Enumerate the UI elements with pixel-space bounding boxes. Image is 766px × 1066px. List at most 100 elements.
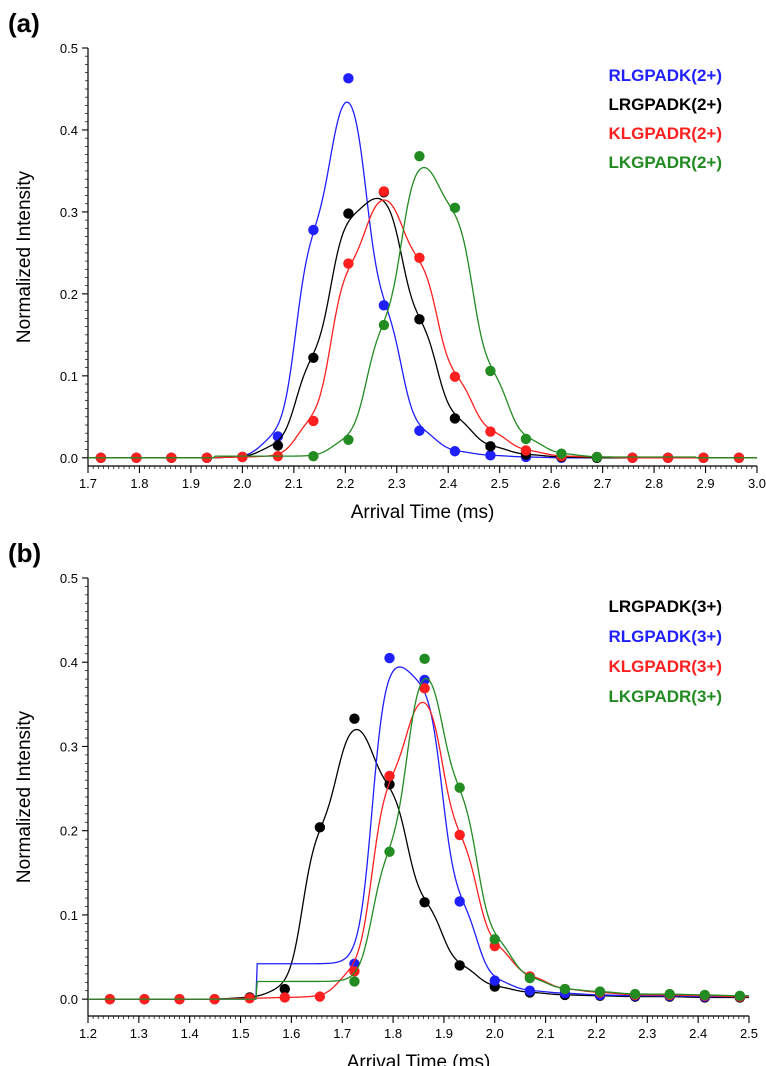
data-point: [419, 683, 430, 694]
panel-label: (b): [8, 538, 41, 568]
panel-label: (a): [8, 8, 40, 38]
data-point: [343, 434, 354, 445]
data-point: [414, 150, 425, 162]
data-point: [378, 300, 390, 311]
legend-entry: LRGPADK(3+): [609, 597, 723, 616]
y-tick-label: 0.5: [60, 41, 78, 56]
y-tick-label: 0.0: [60, 992, 78, 1007]
y-axis-title: Normalized Intensity: [14, 170, 35, 343]
x-tick-label: 1.8: [130, 476, 148, 491]
x-tick-label: 1.2: [79, 1026, 97, 1041]
series-LRGPADK(3+): [88, 713, 749, 1005]
x-tick-label: 1.4: [181, 1026, 199, 1041]
series-KLGPADR(2+): [88, 186, 757, 464]
x-tick-label: 2.5: [740, 1026, 758, 1041]
data-point: [414, 425, 425, 436]
data-point: [314, 991, 326, 1002]
x-tick-label: 2.5: [491, 476, 509, 491]
data-point: [594, 986, 606, 997]
y-tick-label: 0.3: [60, 205, 78, 220]
y-tick-label: 0.2: [60, 287, 78, 302]
data-point: [378, 186, 390, 197]
legend-entry: KLGPADR(2+): [609, 124, 723, 143]
data-point: [485, 441, 496, 452]
chart-panel-a: 1.7 1.8 1.9 2.0 2.1 2.2 2.3 2.4 2.5 2.6 2.7 2.8 2.9 3…: [8, 8, 766, 523]
x-axis-title: Arrival Time (ms): [347, 1052, 491, 1066]
data-point: [449, 202, 461, 214]
data-point: [384, 846, 395, 857]
data-point: [449, 371, 461, 382]
x-tick-label: 2.7: [594, 476, 612, 491]
y-tick-label: 0.5: [60, 571, 78, 586]
series-line: [88, 701, 749, 1000]
legend-entry: RLGPADK(3+): [609, 627, 723, 646]
data-point: [378, 319, 390, 331]
data-point: [279, 983, 290, 995]
data-point: [556, 448, 567, 459]
x-tick-label: 1.8: [384, 1026, 402, 1041]
series-line: [88, 197, 757, 459]
legend-entry: KLGPADR(3+): [609, 657, 723, 676]
data-point: [591, 451, 603, 463]
x-tick-label: 1.9: [435, 1026, 453, 1041]
x-tick-label: 2.2: [587, 1026, 605, 1041]
data-point: [308, 224, 319, 236]
data-point: [244, 993, 255, 1004]
data-point: [485, 365, 496, 377]
chart-panel-b: 1.2 1.3 1.4 1.5 1.6 1.7 1.8 1.9 2.0 2.1 2.2 2.3 2.4 2…: [8, 538, 758, 1066]
data-point: [662, 452, 674, 464]
y-tick-label: 0.4: [60, 123, 78, 138]
x-tick-label: 1.6: [282, 1026, 300, 1041]
legend-entry: LRGPADK(2+): [609, 95, 723, 114]
x-tick-label: 2.6: [542, 476, 560, 491]
data-point: [414, 314, 425, 325]
data-point: [272, 440, 284, 451]
legend-entry: RLGPADK(2+): [609, 66, 723, 85]
series-line: [88, 166, 757, 459]
y-axis-title: Normalized Intensity: [14, 710, 35, 883]
x-tick-label: 2.4: [689, 1026, 707, 1041]
data-point: [272, 431, 284, 442]
legend-entry: LKGPADR(3+): [609, 687, 723, 706]
series-line: [88, 728, 749, 1000]
x-tick-label: 2.1: [537, 1026, 555, 1041]
y-tick-label: 0.3: [60, 739, 78, 754]
data-point: [489, 934, 500, 945]
x-tick-label: 2.2: [336, 476, 354, 491]
data-point: [520, 433, 532, 445]
x-tick-label: 1.9: [182, 476, 200, 491]
data-point: [384, 770, 395, 782]
x-tick-label: 2.0: [486, 1026, 504, 1041]
data-point: [454, 829, 465, 841]
data-point: [349, 713, 360, 724]
y-tick-label: 0.0: [60, 451, 78, 466]
data-point: [237, 451, 248, 463]
data-point: [489, 975, 500, 986]
data-point: [308, 415, 319, 427]
data-point: [559, 983, 571, 995]
series-line: [88, 677, 749, 1000]
data-point: [454, 960, 465, 971]
series-LRGPADK(2+): [88, 187, 757, 464]
series-LKGPADR(3+): [88, 653, 749, 1001]
x-tick-label: 2.4: [439, 476, 457, 491]
data-point: [314, 822, 326, 833]
data-point: [485, 450, 496, 461]
x-tick-label: 2.3: [388, 476, 406, 491]
data-point: [449, 413, 461, 424]
x-tick-label: 3.0: [748, 476, 766, 491]
y-tick-label: 0.1: [60, 908, 78, 923]
data-point: [699, 989, 710, 1001]
data-point: [349, 976, 360, 987]
data-point: [454, 896, 465, 907]
y-tick-label: 0.1: [60, 369, 78, 384]
data-point: [734, 990, 746, 1001]
data-point: [414, 252, 425, 264]
x-tick-label: 2.9: [696, 476, 714, 491]
data-point: [627, 452, 638, 464]
x-tick-label: 2.8: [645, 476, 663, 491]
x-axis-title: Arrival Time (ms): [351, 502, 495, 523]
data-point: [343, 73, 354, 84]
legend-entry: LKGPADR(2+): [609, 153, 723, 172]
